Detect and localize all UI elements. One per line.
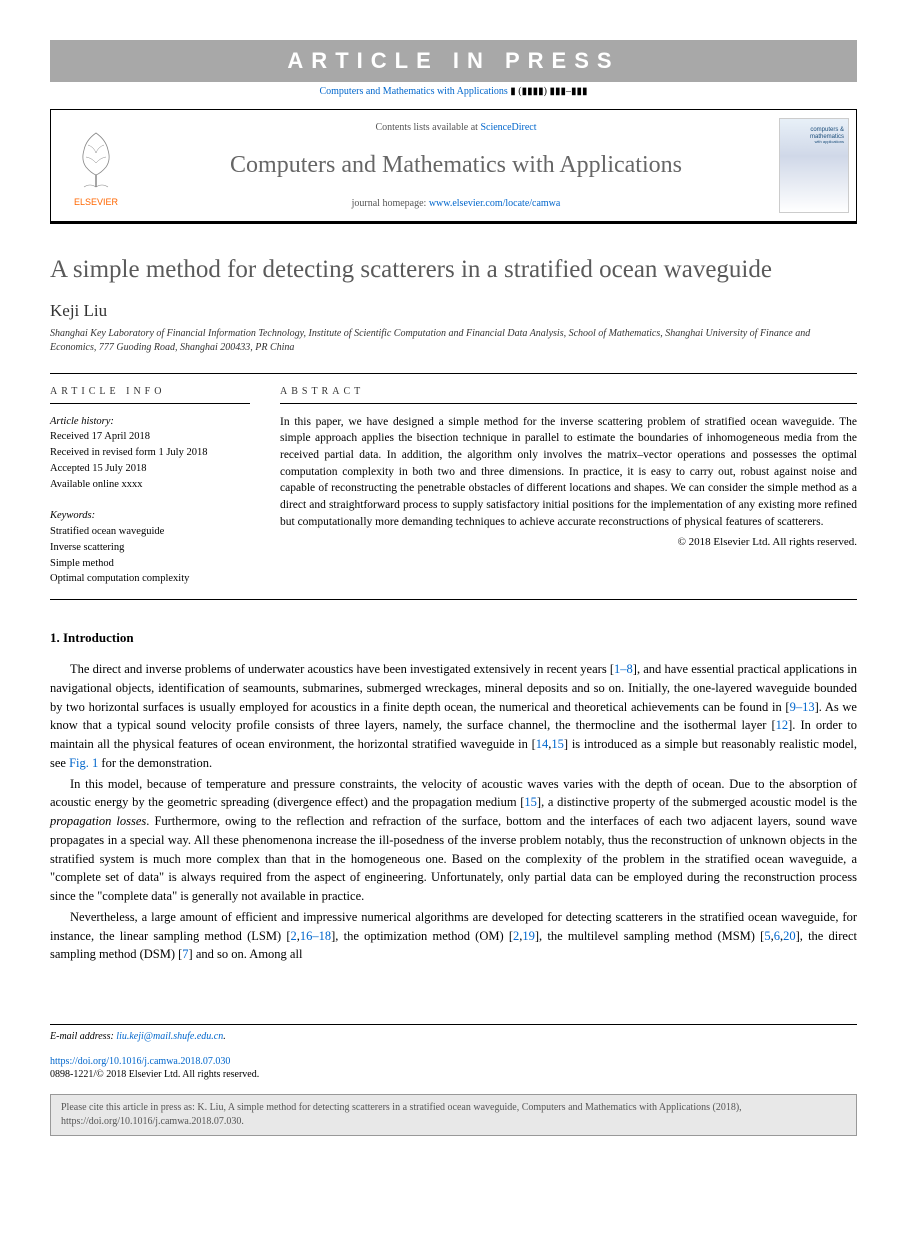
homepage-line: journal homepage: www.elsevier.com/locat… — [151, 198, 761, 209]
citation-ref[interactable]: 9–13 — [790, 700, 815, 714]
history-revised: Received in revised form 1 July 2018 — [50, 445, 250, 461]
history-label: Article history: — [50, 414, 250, 430]
contents-prefix: Contents lists available at — [375, 122, 480, 133]
section-heading: 1. Introduction — [50, 630, 857, 646]
elsevier-label: ELSEVIER — [74, 197, 118, 207]
email-label: E-mail address: — [50, 1031, 114, 1042]
page-footer: E-mail address: liu.keji@mail.shufe.edu.… — [50, 1024, 857, 1136]
citation-issue: ▮ (▮▮▮▮) ▮▮▮–▮▮▮ — [510, 86, 587, 97]
body-paragraph: The direct and inverse problems of under… — [50, 660, 857, 773]
cover-image: computers & mathematics with application… — [779, 118, 849, 213]
citation-ref[interactable]: 1–8 — [614, 662, 633, 676]
citation-ref[interactable]: 14 — [536, 737, 549, 751]
body-text: for the demonstration. — [98, 756, 212, 770]
footer-copyright: 0898-1221/© 2018 Elsevier Ltd. All right… — [50, 1069, 857, 1080]
history-accepted: Accepted 15 July 2018 — [50, 461, 250, 477]
body-paragraphs: The direct and inverse problems of under… — [50, 660, 857, 964]
body-paragraph: Nevertheless, a large amount of efficien… — [50, 908, 857, 964]
sciencedirect-link[interactable]: ScienceDirect — [480, 122, 536, 133]
cite-box: Please cite this article in press as: K.… — [50, 1094, 857, 1136]
email-line: E-mail address: liu.keji@mail.shufe.edu.… — [50, 1031, 857, 1042]
citation-ref[interactable]: 20 — [783, 929, 796, 943]
citation-line: Computers and Mathematics with Applicati… — [50, 82, 857, 109]
body-paragraph: In this model, because of temperature an… — [50, 775, 857, 906]
elsevier-logo: ELSEVIER — [51, 110, 141, 221]
doi-line: https://doi.org/10.1016/j.camwa.2018.07.… — [50, 1056, 857, 1067]
elsevier-tree-icon — [66, 125, 126, 195]
email-suffix: . — [223, 1031, 226, 1042]
header-center: Contents lists available at ScienceDirec… — [141, 110, 771, 221]
info-abstract-row: ARTICLE INFO Article history: Received 1… — [50, 373, 857, 601]
history-received: Received 17 April 2018 — [50, 429, 250, 445]
homepage-prefix: journal homepage: — [352, 198, 429, 209]
citation-journal: Computers and Mathematics with Applicati… — [319, 86, 507, 97]
article-title: A simple method for detecting scatterers… — [50, 254, 857, 287]
article-info-label: ARTICLE INFO — [50, 386, 250, 404]
section-number: 1. — [50, 630, 60, 645]
citation-ref[interactable]: 19 — [522, 929, 535, 943]
contents-line: Contents lists available at ScienceDirec… — [151, 122, 761, 133]
figure-ref[interactable]: Fig. 1 — [69, 756, 98, 770]
author-affiliation: Shanghai Key Laboratory of Financial Inf… — [50, 327, 857, 355]
keyword-2: Simple method — [50, 556, 250, 572]
author-name: Keji Liu — [50, 301, 857, 321]
body-text: ], the optimization method (OM) [ — [331, 929, 513, 943]
cover-title-1: computers & — [810, 127, 844, 134]
keyword-1: Inverse scattering — [50, 540, 250, 556]
doi-link[interactable]: https://doi.org/10.1016/j.camwa.2018.07.… — [50, 1056, 230, 1067]
keywords-label: Keywords: — [50, 508, 250, 524]
emphasis: propagation losses — [50, 814, 146, 828]
journal-cover-thumb: computers & mathematics with application… — [771, 110, 856, 221]
body-text: ] and so on. Among all — [189, 947, 303, 961]
citation-ref[interactable]: 16–18 — [300, 929, 331, 943]
abstract-label: ABSTRACT — [280, 386, 857, 404]
body-text: ], the multilevel sampling method (MSM) … — [535, 929, 764, 943]
abstract-text: In this paper, we have designed a simple… — [280, 414, 857, 531]
journal-header-box: ELSEVIER Contents lists available at Sci… — [50, 109, 857, 224]
homepage-link[interactable]: www.elsevier.com/locate/camwa — [429, 198, 561, 209]
abstract-copyright: © 2018 Elsevier Ltd. All rights reserved… — [280, 536, 857, 548]
introduction-section: 1. Introduction The direct and inverse p… — [50, 630, 857, 964]
citation-ref[interactable]: 15 — [524, 795, 537, 809]
citation-ref[interactable]: 15 — [551, 737, 564, 751]
page-container: ARTICLE IN PRESS Computers and Mathemati… — [0, 0, 907, 1176]
email-link[interactable]: liu.keji@mail.shufe.edu.cn — [116, 1031, 223, 1042]
body-text: . Furthermore, owing to the reflection a… — [50, 814, 857, 903]
cover-subtitle: with applications — [810, 140, 844, 144]
body-text: The direct and inverse problems of under… — [70, 662, 614, 676]
article-info-column: ARTICLE INFO Article history: Received 1… — [50, 374, 250, 600]
citation-ref[interactable]: 12 — [776, 718, 789, 732]
journal-name: Computers and Mathematics with Applicati… — [151, 152, 761, 179]
section-title: Introduction — [63, 630, 134, 645]
keyword-3: Optimal computation complexity — [50, 571, 250, 587]
body-text: ], a distinctive property of the submerg… — [537, 795, 857, 809]
history-online: Available online xxxx — [50, 477, 250, 493]
article-in-press-banner: ARTICLE IN PRESS — [50, 40, 857, 82]
abstract-column: ABSTRACT In this paper, we have designed… — [280, 374, 857, 600]
keyword-0: Stratified ocean waveguide — [50, 524, 250, 540]
